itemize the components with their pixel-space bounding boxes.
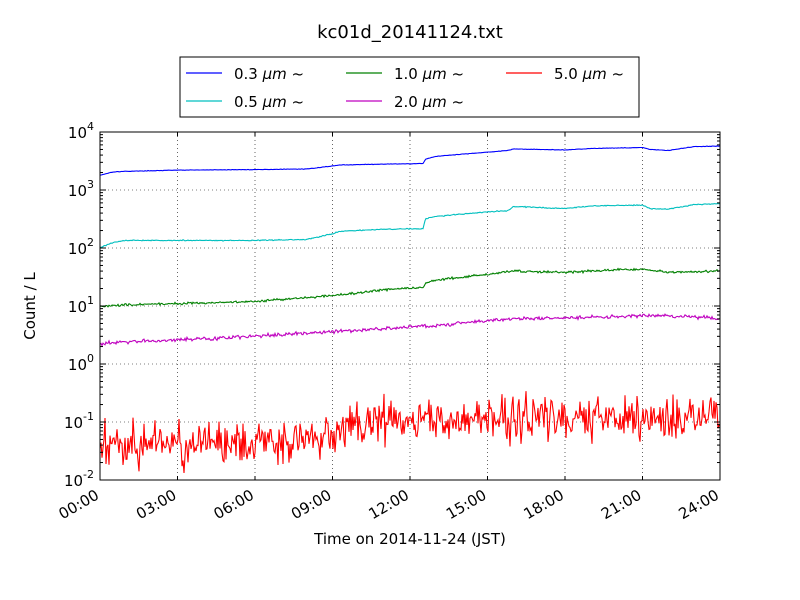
legend-label: 2.0 μm ~ — [394, 93, 464, 111]
series-line-0-5um — [99, 203, 721, 249]
x-axis-label: Time on 2014-11-24 (JST) — [313, 530, 506, 548]
y-tick-label: 10-2 — [64, 468, 94, 490]
legend-label: 0.5 μm ~ — [234, 93, 304, 111]
y-tick-label: 104 — [68, 120, 94, 142]
series-line-2-0um — [99, 313, 721, 347]
y-tick-label: 10-1 — [64, 410, 94, 432]
legend: 0.3 μm ~ 0.5 μm ~ 1.0 μm ~ 2.0 μm ~ 5.0 μm ~ — [179, 56, 640, 118]
y-axis-label: Count / L — [21, 272, 39, 340]
chart-title: kc01d_20141124.txt — [317, 22, 503, 43]
series-lines — [99, 145, 721, 474]
y-tick-label: 100 — [68, 352, 94, 374]
y-tick-label: 102 — [68, 236, 94, 258]
x-tick-label: 24:00 — [676, 486, 722, 523]
x-tick-label: 06:00 — [211, 486, 257, 523]
x-tick-label: 15:00 — [443, 486, 489, 523]
y-tick-label: 103 — [68, 178, 94, 200]
x-tick-label: 18:00 — [521, 486, 567, 523]
legend-label: 1.0 μm ~ — [394, 65, 464, 83]
legend-frame — [179, 56, 640, 118]
x-tick-label: 09:00 — [288, 486, 334, 523]
series-line-1-0um — [99, 267, 721, 308]
grid-lines — [100, 132, 720, 480]
axis-ticks: 00:00 03:00 06:00 09:00 12:00 15:00 18:00 21:00… — [56, 120, 722, 523]
x-tick-label: 12:00 — [366, 486, 412, 523]
y-tick-label: 101 — [68, 294, 94, 316]
series-line-5-0um — [99, 391, 721, 474]
x-tick-label: 03:00 — [133, 486, 179, 523]
legend-label: 5.0 μm ~ — [554, 65, 624, 83]
legend-label: 0.3 μm ~ — [234, 65, 304, 83]
series-line-0-3um — [99, 145, 721, 176]
x-tick-label: 00:00 — [56, 486, 102, 523]
x-tick-label: 21:00 — [598, 486, 644, 523]
